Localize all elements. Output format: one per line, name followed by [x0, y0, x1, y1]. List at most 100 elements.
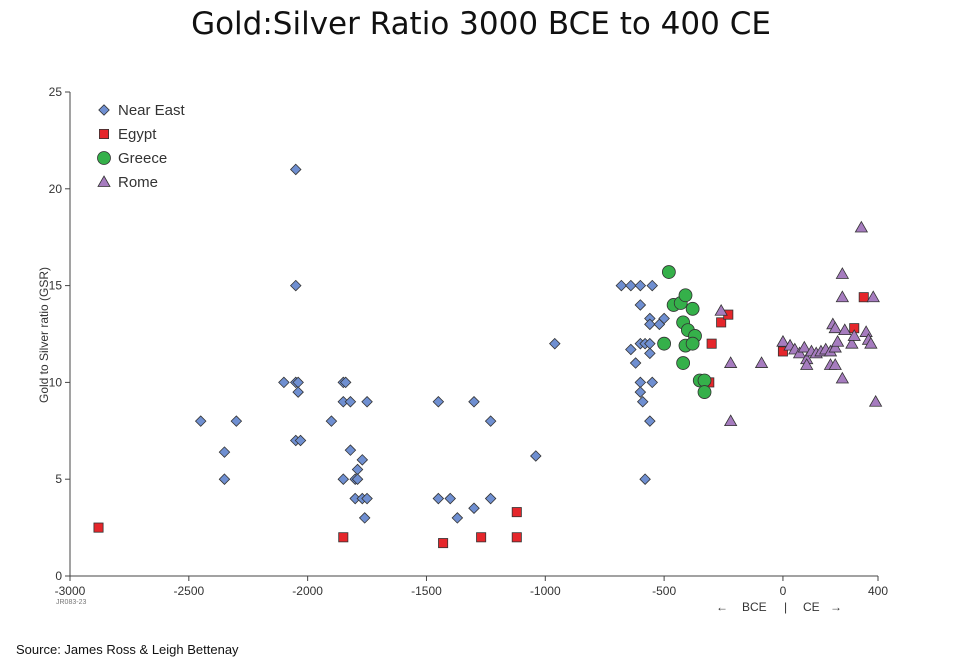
legend: Near East Egypt Greece Rome: [97, 102, 186, 191]
near-east-point: [644, 347, 656, 360]
near-east-point: [444, 492, 457, 505]
greece-point: [678, 288, 693, 303]
near-east-point: [218, 446, 231, 458]
egypt-point: [706, 338, 717, 349]
near-east-point: [289, 279, 302, 292]
legend-marker-triangle: [97, 175, 111, 187]
y-tick-label: 5: [55, 472, 62, 486]
near-east-point: [292, 386, 304, 398]
rome-point: [714, 303, 728, 316]
near-east-point: [432, 492, 445, 505]
near-east-point: [468, 395, 480, 408]
rome-point: [792, 346, 807, 359]
near-east-point: [615, 279, 628, 292]
near-east-point: [644, 415, 656, 427]
near-east-point: [530, 450, 542, 462]
egypt-point: [858, 292, 869, 303]
rome-point: [864, 336, 878, 349]
rome-point: [847, 329, 861, 341]
series-greece: [657, 265, 712, 399]
near-east-point: [289, 163, 302, 176]
legend-label: Egypt: [118, 126, 157, 143]
near-east-point: [218, 473, 231, 485]
rome-point: [776, 334, 790, 347]
rome-point: [830, 334, 845, 347]
x-tick-label: -3000: [55, 584, 86, 598]
near-east-point: [646, 376, 659, 389]
near-east-point: [339, 376, 352, 389]
egypt-point: [93, 522, 104, 533]
rome-point: [835, 371, 850, 384]
x-tick-label: -1000: [530, 584, 561, 598]
greece-point: [697, 385, 712, 399]
near-east-point: [337, 473, 350, 485]
egypt-point: [511, 507, 522, 518]
near-east-point: [634, 376, 647, 389]
rome-point: [868, 394, 883, 407]
greece-point: [697, 373, 712, 388]
near-east-point: [294, 434, 307, 447]
greece-point: [661, 265, 676, 279]
rome-point: [828, 358, 842, 370]
near-east-point: [361, 492, 373, 505]
era-indicator: ← BCE | CE →: [716, 600, 842, 614]
legend-marker-diamond: [98, 104, 110, 116]
egypt-point: [716, 317, 727, 328]
greece-point: [657, 336, 672, 351]
y-tick-label: 10: [49, 375, 63, 389]
near-east-point: [658, 312, 670, 325]
rome-point: [828, 340, 842, 353]
near-east-point: [230, 415, 243, 427]
near-east-point: [625, 343, 637, 356]
egypt-point: [338, 532, 349, 543]
rome-point: [723, 356, 738, 368]
near-east-point: [634, 279, 647, 292]
x-ticks: -3000 -2500 -2000 -1500 -1000 -500 0 400: [55, 576, 888, 598]
egypt-point: [511, 532, 522, 543]
near-east-point: [351, 473, 364, 485]
rome-point: [723, 414, 738, 427]
y-tick-label: 20: [49, 182, 63, 196]
rome-point: [828, 321, 842, 334]
greece-point: [676, 356, 691, 370]
near-east-point: [484, 492, 497, 505]
near-east-point: [644, 318, 656, 331]
rome-point: [866, 290, 880, 303]
near-east-point: [356, 454, 369, 466]
rome-point: [800, 358, 814, 370]
near-east-point: [625, 279, 637, 292]
series-rome: [714, 220, 883, 427]
legend-marker-square: [99, 128, 110, 139]
near-east-point: [358, 512, 371, 524]
near-east-point: [629, 357, 642, 369]
x-tick-label: -2500: [173, 584, 204, 598]
near-east-point: [636, 395, 649, 408]
near-east-point: [484, 415, 497, 427]
rome-point: [754, 356, 769, 368]
legend-label: Near East: [118, 102, 186, 119]
x-tick-label: 0: [780, 584, 787, 598]
rome-point: [838, 323, 852, 336]
legend-label: Greece: [118, 150, 167, 167]
near-east-point: [468, 502, 480, 515]
rome-point: [854, 220, 869, 233]
near-east-point: [344, 444, 357, 456]
bce-arrow-icon: ←: [716, 600, 728, 614]
series-egypt: [93, 292, 869, 549]
y-tick-label: 15: [49, 279, 63, 293]
era-separator: |: [784, 600, 787, 614]
near-east-point: [351, 463, 364, 476]
near-east-point: [634, 299, 647, 311]
egypt-point: [777, 346, 788, 357]
series-near-east: [194, 163, 670, 524]
egypt-point: [476, 532, 487, 543]
legend-marker-circle: [97, 151, 111, 165]
ce-label: CE: [803, 600, 820, 614]
greece-point: [685, 336, 700, 351]
y-ticks: 0 5 10 15 20 25: [49, 85, 70, 583]
near-east-point: [639, 473, 651, 485]
chart-title: Gold:Silver Ratio 3000 BCE to 400 CE: [191, 6, 771, 42]
y-tick-label: 0: [55, 569, 62, 583]
y-axis-label: Gold to Silver ratio (GSR): [37, 267, 51, 403]
